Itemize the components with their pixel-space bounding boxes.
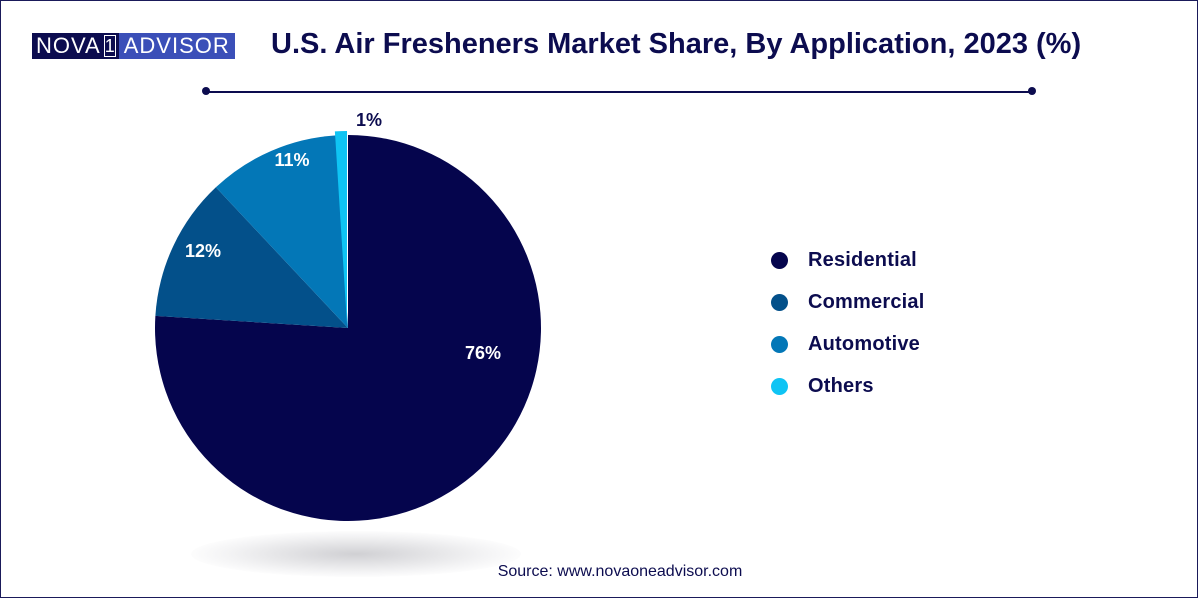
chart-title: U.S. Air Fresheners Market Share, By App…	[271, 28, 1082, 60]
pie-slice-others	[334, 131, 347, 324]
legend-item-automotive: Automotive	[771, 323, 925, 365]
legend-swatch	[771, 251, 788, 269]
legend-label: Residential	[808, 248, 917, 271]
pie-slice-automotive	[215, 135, 348, 328]
pie-shadow	[191, 531, 521, 577]
legend-item-residential: Residential	[771, 239, 925, 281]
legend: Residential Commercial Automotive Others	[771, 239, 925, 407]
rule-dot-right	[1028, 87, 1036, 95]
data-label-commercial: 12%	[185, 241, 221, 261]
legend-label: Automotive	[808, 332, 920, 355]
logo-text-mid: 1	[103, 35, 116, 57]
legend-item-commercial: Commercial	[771, 281, 925, 323]
source-note: Source: www.novaoneadvisor.com	[497, 563, 743, 580]
logo: NOVA 1 ADVISOR	[32, 33, 235, 59]
legend-swatch	[771, 335, 788, 353]
pie-slice-commercial	[155, 187, 348, 328]
legend-swatch	[771, 293, 788, 311]
data-label-residential: 76%	[465, 343, 501, 363]
legend-label: Others	[808, 374, 874, 397]
legend-swatch	[771, 377, 788, 395]
legend-item-others: Others	[771, 365, 925, 407]
rule-dot-left	[202, 87, 210, 95]
logo-text-left: NOVA	[36, 33, 101, 58]
data-label-others: 1%	[356, 110, 382, 130]
logo-text-right: ADVISOR	[118, 33, 235, 59]
legend-label: Commercial	[808, 290, 925, 313]
data-label-automotive: 11%	[274, 150, 309, 170]
title-rule	[206, 91, 1032, 93]
